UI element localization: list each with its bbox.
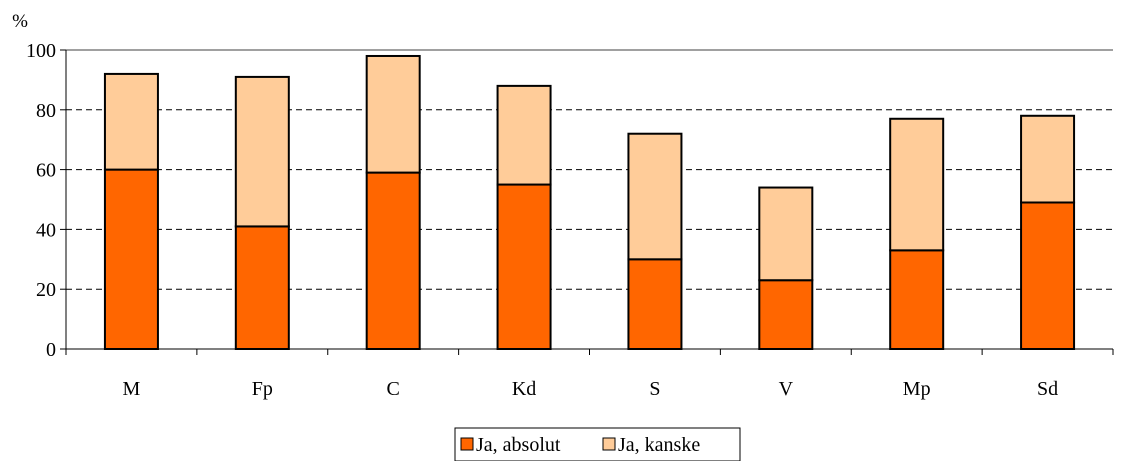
legend: Ja, absolut Ja, kanske <box>454 427 741 461</box>
x-tick-label-Mp: Mp <box>903 378 931 400</box>
legend-label-1: Ja, kanske <box>618 434 700 456</box>
bar-Mp-series-1 <box>889 117 945 252</box>
x-tick-label-Sd: Sd <box>1037 378 1058 400</box>
bar-M-series-1 <box>103 72 159 171</box>
legend-swatch-0 <box>460 437 474 451</box>
bar-Fp-series-1 <box>234 75 290 228</box>
bar-C-series-0 <box>365 171 421 350</box>
legend-box <box>454 427 741 461</box>
x-tick-label-S: S <box>649 378 660 400</box>
y-tick-label-100: 100 <box>26 40 56 62</box>
legend-swatch-1 <box>602 437 616 451</box>
y-tick-label-0: 0 <box>46 339 56 361</box>
bar-Fp-series-0 <box>234 225 290 350</box>
legend-label-0: Ja, absolut <box>476 434 561 456</box>
bar-S-series-1 <box>627 132 683 261</box>
bar-Sd-series-0 <box>1020 201 1076 350</box>
bar-S-series-0 <box>627 258 683 350</box>
y-tick-label-20: 20 <box>36 279 56 301</box>
y-axis-unit-label: % <box>12 11 28 32</box>
gridlines <box>66 49 1113 290</box>
y-tick-label-60: 60 <box>36 160 56 182</box>
bar-V-series-1 <box>758 186 814 282</box>
y-tick-label-80: 80 <box>36 100 56 122</box>
bar-M-series-0 <box>103 168 159 350</box>
x-tick-label-Fp: Fp <box>252 378 273 400</box>
bar-Sd-series-1 <box>1020 114 1076 204</box>
x-tick-label-V: V <box>779 378 794 400</box>
axes: 0 20 40 60 80 100 M Fp C Kd S V Mp Sd <box>26 40 1114 400</box>
bar-Kd-series-0 <box>496 183 552 350</box>
y-tick-label-40: 40 <box>36 219 56 241</box>
x-tick-label-M: M <box>123 378 141 400</box>
x-tick-label-C: C <box>387 378 400 400</box>
bar-V-series-0 <box>758 279 814 351</box>
x-tick-label-Kd: Kd <box>512 378 536 400</box>
bars <box>103 54 1076 351</box>
bar-C-series-1 <box>365 54 421 174</box>
bar-Mp-series-0 <box>889 249 945 350</box>
bar-Kd-series-1 <box>496 84 552 186</box>
